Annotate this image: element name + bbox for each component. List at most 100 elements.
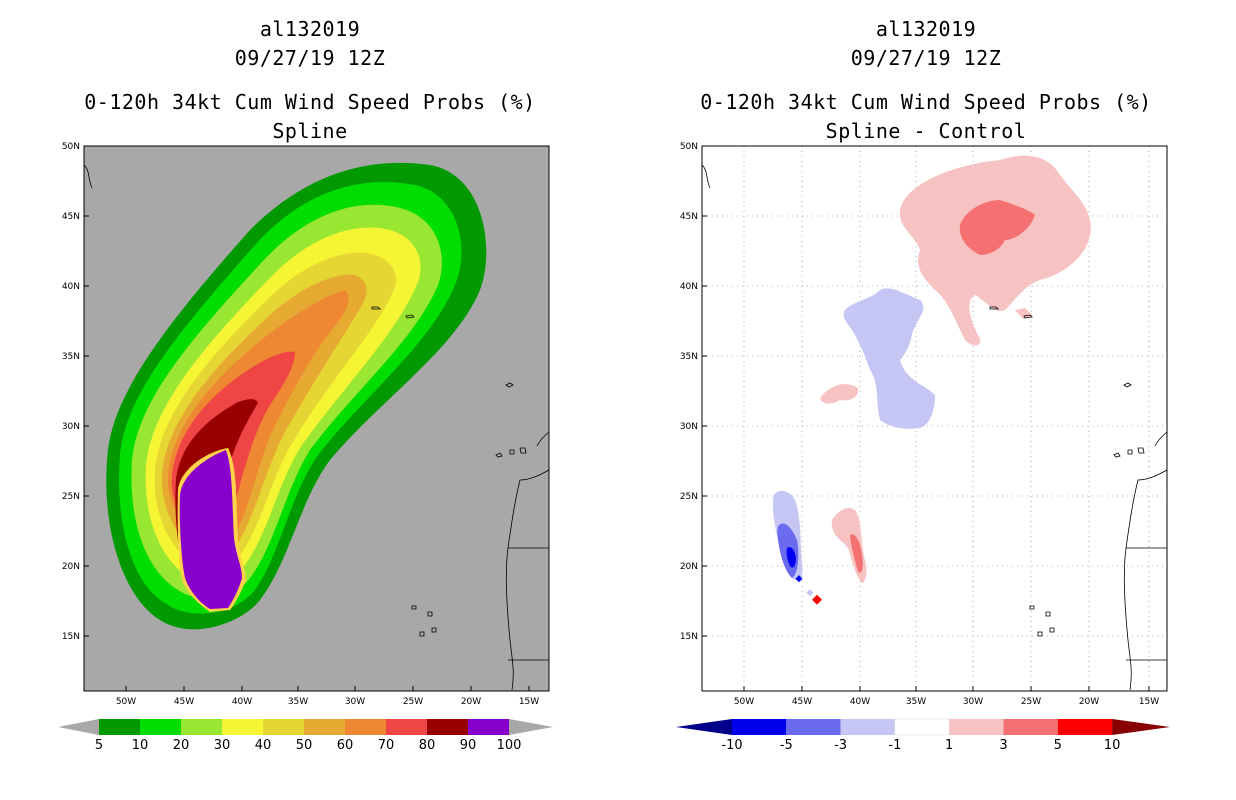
lat-tick-label: 25N xyxy=(680,492,698,502)
positive-region-southeast-core xyxy=(850,534,863,573)
colorbar-swatch xyxy=(140,719,181,735)
lat-tick-label: 30N xyxy=(680,422,698,432)
right-title-block: al132019 09/27/19 12Z 0-120h 34kt Cum Wi… xyxy=(676,15,1176,146)
lat-tick-label: 15N xyxy=(62,632,80,642)
lon-tick-label: 35W xyxy=(288,697,308,707)
left-title-block: al132019 09/27/19 12Z 0-120h 34kt Cum Wi… xyxy=(60,15,560,146)
left-probability-contours xyxy=(106,162,487,630)
colorbar-label: 80 xyxy=(419,738,436,753)
colorbar-label: -3 xyxy=(834,738,847,753)
colorbar-label: -10 xyxy=(721,738,742,753)
colorbar-label: 10 xyxy=(132,738,149,753)
right-lon-axis: 50W 45W 40W 35W 30W 25W 20W 15W xyxy=(734,686,1159,707)
left-map: 50N 45N 40N 35N 30N 25N 20N 15N 50W 45W 40W 35W 30W… xyxy=(62,142,550,707)
lat-tick-label: 20N xyxy=(680,562,698,572)
right-lat-axis: 50N 45N 40N 35N 30N 25N 20N 15N xyxy=(680,142,707,642)
negative-region-southwest-core2 xyxy=(786,547,796,568)
colorbar-label: 10 xyxy=(1104,738,1121,753)
colorbar-label: 1 xyxy=(945,738,953,753)
lon-tick-label: 15W xyxy=(1139,697,1159,707)
lon-tick-label: 50W xyxy=(116,697,136,707)
colorbar-swatch xyxy=(386,719,427,735)
colorbar-swatch xyxy=(894,718,950,736)
right-product: 0-120h 34kt Cum Wind Speed Probs (%) xyxy=(700,90,1152,114)
colorbar-swatch xyxy=(732,719,787,735)
right-difference-contours xyxy=(772,155,1091,605)
colorbar-low-arrow xyxy=(58,719,99,735)
colorbar-label: 5 xyxy=(1054,738,1062,753)
lat-tick-label: 35N xyxy=(62,352,80,362)
right-subtitle: Spline - Control xyxy=(825,119,1027,143)
lon-tick-label: 45W xyxy=(792,697,812,707)
positive-region-small xyxy=(820,384,859,404)
lon-tick-label: 40W xyxy=(850,697,870,707)
lon-tick-label: 20W xyxy=(1079,697,1099,707)
lat-tick-label: 20N xyxy=(62,562,80,572)
lat-tick-label: 25N xyxy=(62,492,80,502)
lat-tick-label: 45N xyxy=(62,212,80,222)
colorbar-label: 20 xyxy=(173,738,190,753)
right-map: 50N 45N 40N 35N 30N 25N 20N 15N 50W 45W 40W 35W 30W… xyxy=(680,142,1168,707)
lon-tick-label: 20W xyxy=(461,697,481,707)
lat-tick-label: 40N xyxy=(680,282,698,292)
lat-tick-label: 15N xyxy=(680,632,698,642)
colorbar-label: 40 xyxy=(255,738,272,753)
colorbar-swatch xyxy=(468,719,509,735)
colorbar-swatch xyxy=(786,719,841,735)
lat-tick-label: 30N xyxy=(62,422,80,432)
positive-point xyxy=(812,594,822,605)
colorbar-swatch xyxy=(181,719,222,735)
colorbar-swatch xyxy=(222,719,263,735)
positive-region-core xyxy=(959,200,1035,255)
colorbar-swatch xyxy=(427,719,468,735)
colorbar-high-arrow xyxy=(1112,719,1170,735)
left-colorbar: 5 10 20 30 40 50 60 70 80 90 100 xyxy=(58,719,553,753)
colorbar-swatch xyxy=(949,719,1004,735)
right-storm-id: al132019 xyxy=(875,17,977,41)
colorbar-high-arrow xyxy=(509,719,553,735)
lat-tick-label: 45N xyxy=(680,212,698,222)
left-lat-axis: 50N 45N 40N 35N 30N 25N 20N 15N xyxy=(62,142,89,642)
lat-tick-label: 40N xyxy=(62,282,80,292)
lat-tick-label: 50N xyxy=(62,142,80,152)
lon-tick-label: 30W xyxy=(345,697,365,707)
colorbar-swatch xyxy=(263,719,304,735)
lon-tick-label: 25W xyxy=(403,697,423,707)
colorbar-swatch xyxy=(1057,719,1113,735)
left-date: 09/27/19 12Z xyxy=(234,46,386,70)
colorbar-label: -1 xyxy=(888,738,901,753)
positive-region-east xyxy=(1015,308,1033,319)
left-storm-id: al132019 xyxy=(259,17,361,41)
negative-point xyxy=(795,575,803,583)
colorbar-label: 30 xyxy=(214,738,231,753)
lat-tick-label: 35N xyxy=(680,352,698,362)
right-map-frame xyxy=(701,145,1168,692)
left-subtitle: Spline xyxy=(272,119,348,143)
colorbar-swatch xyxy=(1003,719,1058,735)
colorbar-label: -5 xyxy=(780,738,793,753)
right-date: 09/27/19 12Z xyxy=(850,46,1002,70)
left-map-frame xyxy=(83,145,550,692)
colorbar-swatch xyxy=(345,719,386,735)
colorbar-label: 90 xyxy=(460,738,477,753)
colorbar-label: 50 xyxy=(296,738,313,753)
colorbar-label: 3 xyxy=(999,738,1007,753)
right-colorbar: -10 -5 -3 -1 1 3 5 10 xyxy=(676,718,1170,753)
colorbar-label: 5 xyxy=(95,738,103,753)
contour-100 xyxy=(179,450,242,609)
lon-tick-label: 15W xyxy=(519,697,539,707)
lon-tick-label: 30W xyxy=(963,697,983,707)
colorbar-label: 70 xyxy=(378,738,395,753)
left-lon-axis: 50W 45W 40W 35W 30W 25W 20W 15W xyxy=(116,686,539,707)
lon-tick-label: 50W xyxy=(734,697,754,707)
colorbar-low-arrow xyxy=(676,719,732,735)
lon-tick-label: 25W xyxy=(1021,697,1041,707)
colorbar-label: 100 xyxy=(497,738,522,753)
colorbar-swatch xyxy=(304,719,345,735)
lon-tick-label: 45W xyxy=(174,697,194,707)
colorbar-label: 60 xyxy=(337,738,354,753)
negative-point-small xyxy=(806,589,814,597)
negative-region-middle xyxy=(843,288,935,429)
lon-tick-label: 40W xyxy=(232,697,252,707)
